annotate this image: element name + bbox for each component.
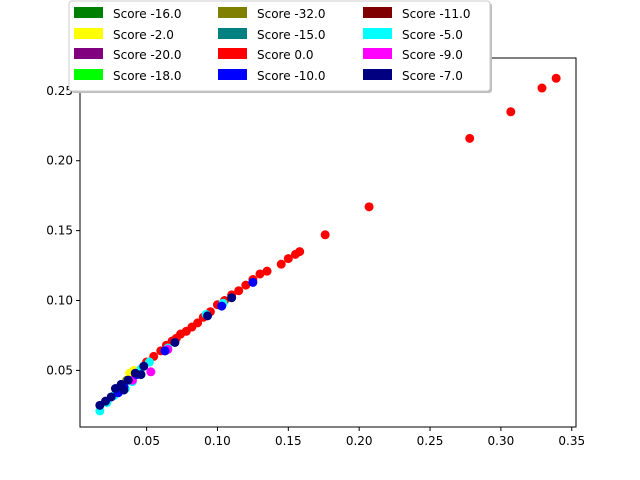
data-point <box>146 367 155 376</box>
legend-label: Score -11.0 <box>402 7 470 21</box>
data-point <box>124 376 133 385</box>
legend-label: Score -16.0 <box>113 7 181 21</box>
legend-label: Score -32.0 <box>257 7 325 21</box>
legend-swatch <box>74 7 103 18</box>
legend-label: Score 0.0 <box>257 48 314 62</box>
data-point <box>234 286 243 295</box>
y-tick-label: 0.05 <box>46 363 73 377</box>
x-tick-label: 0.05 <box>133 434 160 448</box>
data-point <box>277 260 286 269</box>
data-point <box>217 302 226 311</box>
legend-label: Score -2.0 <box>113 28 174 42</box>
legend-swatch <box>363 7 392 18</box>
x-tick-label: 0.10 <box>204 434 231 448</box>
legend-swatch <box>363 69 392 80</box>
legend-swatch <box>74 48 103 59</box>
legend-label: Score -7.0 <box>402 69 463 83</box>
data-point <box>537 84 546 93</box>
x-tick-label: 0.35 <box>558 434 585 448</box>
x-tick-label: 0.25 <box>417 434 444 448</box>
data-point <box>321 230 330 239</box>
x-tick-label: 0.20 <box>346 434 373 448</box>
data-point <box>365 202 374 211</box>
x-tick-label: 0.15 <box>275 434 302 448</box>
legend-label: Score -18.0 <box>113 69 181 83</box>
legend-swatch <box>74 28 103 39</box>
data-point <box>119 385 128 394</box>
legend: Score -16.0 Score -32.0 Score -11.0 Score -… <box>69 1 492 93</box>
data-point <box>161 346 170 355</box>
data-point <box>465 134 474 143</box>
legend-swatch <box>218 7 247 18</box>
y-tick-label: 0.15 <box>46 224 73 238</box>
legend-swatch <box>218 48 247 59</box>
data-point <box>248 278 257 287</box>
y-tick-label: 0.20 <box>46 154 73 168</box>
legend-swatch <box>363 48 392 59</box>
legend-swatch <box>363 28 392 39</box>
data-point <box>552 74 561 83</box>
data-point <box>263 267 272 276</box>
legend-swatch <box>218 69 247 80</box>
legend-label: Score -5.0 <box>402 28 463 42</box>
legend-label: Score -20.0 <box>113 48 181 62</box>
data-point <box>170 338 179 347</box>
data-point <box>227 293 236 302</box>
data-point <box>295 247 304 256</box>
data-point <box>139 362 148 371</box>
data-point <box>107 392 116 401</box>
data-point <box>506 107 515 116</box>
legend-label: Score -15.0 <box>257 28 325 42</box>
legend-swatch <box>218 28 247 39</box>
legend-label: Score -10.0 <box>257 69 325 83</box>
y-tick-label: 0.10 <box>46 294 73 308</box>
x-tick-label: 0.30 <box>488 434 515 448</box>
legend-label: Score -9.0 <box>402 48 463 62</box>
data-point <box>136 370 145 379</box>
data-point <box>203 311 212 320</box>
legend-swatch <box>74 69 103 80</box>
